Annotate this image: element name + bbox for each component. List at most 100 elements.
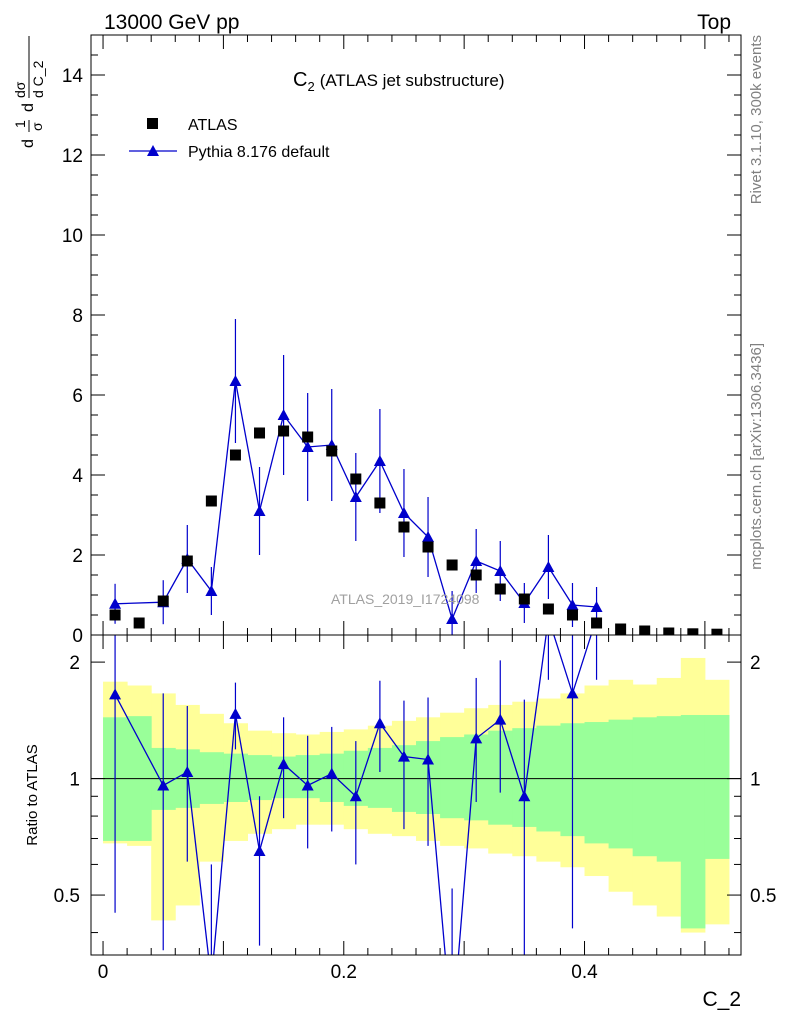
pythia-point — [542, 561, 555, 572]
ratio-point — [566, 687, 579, 699]
rivet-version-label: Rivet 3.1.10, 300k events — [748, 35, 765, 204]
main-y-tick-label: 10 — [62, 226, 83, 247]
pythia-point — [301, 441, 314, 452]
y-label-d2: d — [20, 103, 37, 112]
x-tick-label: 0 — [98, 962, 109, 983]
ratio-point — [109, 688, 122, 700]
ratio-y-tick-label: 1 — [69, 770, 80, 791]
atlas-point — [711, 628, 723, 635]
atlas-point — [470, 569, 482, 581]
atlas-point — [278, 425, 290, 437]
pythia-point — [277, 409, 290, 420]
main-y-tick-label: 12 — [62, 146, 83, 167]
legend: ATLAS Pythia 8.176 default — [129, 117, 330, 161]
chart-title: C2 (ATLAS jet substructure) — [293, 69, 505, 94]
pythia-point — [349, 491, 362, 502]
uncertainty-band-inner — [247, 755, 273, 801]
main-y-axis-label: d 1 σ d dσ d C_2 — [12, 36, 46, 148]
atlas-point — [109, 609, 121, 621]
x-tick-label: 0.4 — [571, 962, 598, 983]
uncertainty-band-inner — [608, 719, 634, 849]
atlas-point — [229, 449, 241, 461]
pythia-point — [373, 455, 386, 466]
header-energy-label: 13000 GeV pp — [104, 11, 239, 34]
ratio-point — [397, 750, 410, 762]
atlas-point — [663, 627, 675, 635]
header-process-label: Top — [697, 11, 731, 34]
ratio-point — [253, 844, 266, 856]
ratio-axis-ticks — [91, 635, 741, 955]
atlas-point — [205, 495, 217, 507]
pythia-point — [566, 599, 579, 610]
atlas-point — [422, 541, 434, 553]
ratio-point — [373, 717, 386, 729]
ratio-y-tick-label-right: 1 — [750, 770, 761, 791]
pythia-point — [229, 375, 242, 386]
pythia-point — [494, 565, 507, 576]
ratio-point — [349, 790, 362, 802]
atlas-point — [157, 595, 169, 607]
ratio-y-tick-label-right: 0.5 — [750, 886, 776, 907]
legend-pythia-marker — [147, 145, 159, 156]
main-y-tick-label: 8 — [72, 306, 83, 327]
ratio-y-axis-label: Ratio to ATLAS — [24, 744, 41, 845]
atlas-point — [566, 609, 578, 621]
ratio-y-tick-label: 0.5 — [54, 886, 80, 907]
atlas-point — [133, 617, 145, 629]
ratio-point — [277, 758, 290, 770]
pythia-point — [397, 507, 410, 518]
ratio-y-tick-label-right: 2 — [750, 653, 761, 674]
pythia-point — [590, 601, 603, 612]
ratio-point — [181, 765, 194, 777]
atlas-point — [542, 603, 554, 615]
y-label-one: 1 — [12, 120, 28, 128]
y-label-dc2: d C_2 — [30, 60, 46, 98]
atlas-point — [446, 559, 458, 571]
uncertainty-band-inner — [704, 714, 730, 859]
ratio-point — [518, 790, 531, 802]
ratio-point — [325, 767, 338, 779]
uncertainty-band-inner — [199, 752, 224, 804]
main-axis-ticks — [91, 34, 741, 636]
atlas-point — [326, 445, 338, 457]
main-y-tick-labels: 0 2 4 6 8 10 12 14 — [62, 66, 84, 647]
x-axis-label: C_2 — [702, 988, 741, 1011]
pythia-point — [470, 555, 483, 566]
mcplots-credit-label: mcplots.cern.ch [arXiv:1306.3436] — [748, 343, 765, 570]
main-plot-marks — [109, 319, 723, 635]
x-tick-labels: 0 0.2 0.4 — [98, 962, 598, 983]
uncertainty-band-inner — [656, 716, 682, 862]
legend-atlas-marker — [147, 118, 158, 129]
uncertainty-band-inner — [584, 722, 610, 844]
uncertainty-band-inner — [680, 714, 706, 929]
main-y-tick-label: 4 — [72, 466, 83, 487]
main-panel: 0 2 4 6 8 10 12 14 C2 (ATLAS jet substructure) A… — [12, 34, 742, 647]
legend-pythia-label: Pythia 8.176 default — [188, 144, 330, 161]
pythia-point — [446, 613, 459, 624]
ratio-point — [422, 753, 435, 765]
main-y-tick-label: 14 — [62, 66, 84, 87]
main-y-tick-label: 2 — [72, 546, 83, 567]
ratio-point — [470, 732, 483, 744]
uncertainty-band-inner — [440, 737, 465, 819]
atlas-point — [181, 555, 193, 567]
atlas-point — [518, 593, 530, 605]
ratio-plot-marks — [91, 635, 741, 955]
y-label-sigma: σ — [29, 122, 45, 131]
atlas-point — [639, 625, 651, 635]
main-y-tick-label: 6 — [72, 386, 83, 407]
atlas-point — [374, 497, 386, 509]
atlas-point — [494, 583, 506, 595]
legend-atlas-label: ATLAS — [188, 117, 238, 134]
ratio-y-tick-labels: 0.5 0.5 1 1 2 2 — [54, 653, 777, 907]
y-label-d1: d — [20, 139, 37, 148]
atlas-point — [254, 427, 266, 439]
atlas-point — [350, 473, 362, 485]
ratio-series-line — [114, 635, 592, 955]
x-tick-label: 0.2 — [331, 962, 357, 983]
pythia-point — [109, 597, 122, 609]
ratio-point — [301, 779, 314, 791]
ratio-point — [229, 707, 242, 719]
atlas-point — [398, 521, 410, 533]
